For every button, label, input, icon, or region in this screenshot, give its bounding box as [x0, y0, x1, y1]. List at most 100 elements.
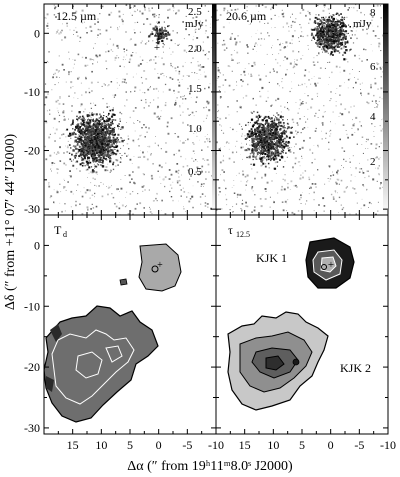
emission-dot [260, 152, 263, 155]
emission-dot [97, 155, 98, 156]
emission-dot [266, 129, 268, 131]
emission-dot [269, 133, 272, 135]
emission-dot [262, 156, 265, 159]
speckle-dot [139, 134, 141, 137]
speckle-dot [174, 43, 176, 45]
speckle-dot [97, 37, 98, 38]
emission-dot [106, 137, 109, 140]
emission-dot [323, 22, 326, 25]
speckle-dot [220, 147, 221, 148]
speckle-dot [62, 110, 65, 112]
emission-dot [320, 20, 323, 23]
emission-dot [322, 46, 325, 49]
emission-dot [270, 129, 273, 131]
speckle-dot [143, 155, 146, 158]
emission-dot [91, 134, 93, 136]
emission-dot [105, 121, 107, 122]
emission-dot [88, 122, 91, 125]
speckle-dot [342, 46, 345, 49]
speckle-dot [337, 169, 339, 172]
speckle-dot [131, 178, 133, 180]
speckle-dot [195, 101, 197, 103]
emission-dot [108, 145, 111, 148]
emission-dot [328, 47, 331, 49]
emission-dot [264, 133, 266, 135]
emission-dot [257, 140, 259, 143]
emission-dot [284, 145, 287, 148]
speckle-dot [178, 200, 179, 202]
emission-dot [110, 147, 112, 149]
emission-dot [331, 36, 334, 39]
emission-dot [250, 134, 253, 138]
speckle-dot [97, 28, 99, 31]
emission-dot [74, 145, 77, 148]
emission-dot [112, 133, 114, 135]
emission-dot [332, 26, 334, 28]
speckle-dot [59, 202, 61, 204]
speckle-dot [48, 51, 50, 53]
speckle-dot [380, 76, 382, 78]
emission-dot [348, 32, 349, 34]
emission-dot [262, 119, 264, 121]
emission-dot [87, 122, 90, 125]
emission-dot [107, 150, 109, 152]
emission-dot [281, 134, 283, 136]
speckle-dot [58, 114, 61, 116]
emission-dot [255, 158, 257, 160]
emission-dot [77, 118, 79, 121]
speckle-dot [117, 47, 119, 49]
emission-dot [343, 36, 346, 39]
emission-dot [258, 114, 260, 117]
emission-dot [263, 155, 265, 157]
emission-dot [106, 141, 108, 142]
speckle-dot [317, 169, 319, 171]
speckle-dot [87, 207, 89, 210]
speckle-dot [325, 16, 327, 18]
emission-dot [342, 29, 345, 32]
speckle-dot [94, 104, 97, 106]
speckle-dot [185, 140, 187, 141]
speckle-dot [318, 109, 320, 111]
speckle-dot [87, 177, 88, 178]
speckle-dot [370, 44, 372, 45]
speckle-dot [255, 104, 257, 106]
speckle-dot [44, 61, 46, 63]
emission-dot [268, 134, 271, 137]
emission-dot [103, 121, 105, 124]
speckle-dot [110, 169, 112, 172]
speckle-dot [243, 72, 245, 74]
speckle-dot [188, 114, 190, 116]
emission-dot [98, 132, 101, 135]
speckle-dot [378, 173, 380, 175]
speckle-dot [110, 49, 112, 51]
speckle-dot [377, 63, 380, 65]
speckle-dot [46, 110, 48, 112]
emission-dot [263, 143, 265, 145]
speckle-dot [143, 207, 145, 209]
emission-dot [328, 45, 330, 48]
emission-dot [344, 17, 346, 19]
speckle-dot [361, 82, 363, 84]
speckle-dot [223, 49, 226, 51]
speckle-dot [139, 121, 141, 123]
emission-dot [255, 121, 258, 124]
emission-dot [99, 149, 101, 151]
speckle-dot [313, 57, 315, 59]
speckle-dot [367, 170, 369, 172]
emission-dot [258, 116, 261, 118]
emission-dot [84, 133, 86, 135]
emission-dot [157, 33, 158, 35]
speckle-dot [65, 164, 67, 166]
speckle-dot [289, 189, 291, 190]
speckle-dot [149, 206, 150, 208]
emission-dot [161, 29, 164, 32]
panel-frame [215, 3, 389, 216]
emission-dot [273, 119, 276, 121]
speckle-dot [84, 64, 87, 67]
speckle-dot [366, 170, 368, 172]
emission-dot [107, 118, 108, 120]
emission-dot [106, 140, 107, 141]
emission-dot [98, 117, 100, 119]
emission-dot [106, 151, 109, 154]
speckle-dot [63, 187, 65, 189]
